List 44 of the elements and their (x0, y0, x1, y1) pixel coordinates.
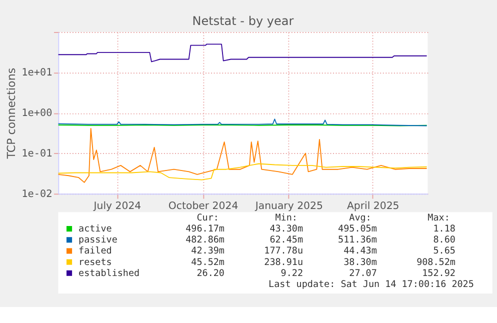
line-series (58, 128, 428, 183)
y-tick-label: 1e+00 (22, 108, 52, 120)
legend-label: resets (78, 256, 112, 268)
legend-label: active (78, 224, 112, 235)
text: Last update: Sat Jun 14 17:00:16 2025 (268, 278, 474, 290)
text: 482.86m (186, 234, 225, 246)
legend-label: established (78, 268, 140, 279)
text: 511.36m (338, 234, 378, 246)
line-series (58, 163, 428, 180)
y-tick-label: 1e-01 (22, 148, 52, 160)
text: 9.22 (280, 268, 304, 279)
text: 38.30m (344, 256, 378, 268)
text: Cur: (196, 212, 219, 224)
text: Min: (275, 212, 298, 224)
text: 42.39m (191, 246, 225, 257)
y-tick-label: 1e+01 (22, 68, 52, 79)
text: 177.78u (264, 246, 304, 257)
text: 5.65 (433, 246, 456, 257)
x-tick-label: April 2025 (346, 200, 400, 212)
text: 496.17m (186, 224, 225, 235)
legend-label: failed (78, 246, 112, 257)
x-tick-label: July 2024 (92, 200, 142, 212)
text: 908.52m (416, 256, 456, 268)
x-tick-label: January 2025 (254, 200, 323, 212)
text: 44.43m (344, 246, 378, 257)
text: Avg: (349, 212, 372, 224)
y-axis-title: TCP connections (5, 68, 18, 160)
y-tick-label: 1e-02 (22, 188, 52, 200)
text: Max: (428, 212, 450, 224)
text: 43.30m (270, 224, 304, 235)
text: 27.07 (349, 268, 377, 279)
text: 1.18 (433, 224, 456, 235)
text: 8.60 (433, 234, 456, 246)
text: 238.91u (264, 256, 304, 268)
x-tick-label: October 2024 (168, 200, 238, 212)
line-series (58, 44, 428, 62)
text: 45.52m (191, 256, 225, 268)
legend-label: passive (78, 234, 118, 246)
chart-title: Netstat - by year (192, 14, 294, 28)
text: 495.05m (338, 224, 378, 235)
text: 26.20 (196, 268, 224, 279)
line-series (58, 118, 428, 126)
text: 62.45m (270, 234, 304, 246)
text: 152.92 (422, 268, 456, 279)
